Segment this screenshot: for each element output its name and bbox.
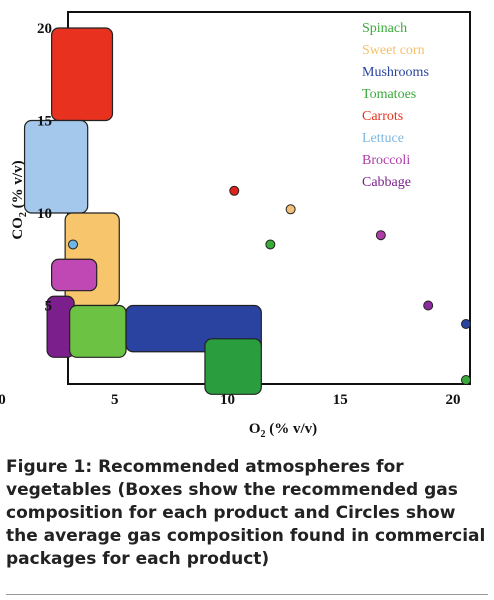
- point-sweet-corn: [285, 204, 296, 215]
- point-carrots: [229, 185, 240, 196]
- caption-divider: [6, 594, 488, 595]
- commercial-points: [68, 185, 471, 385]
- x-tick-label: 10: [220, 392, 235, 408]
- x-axis-title: O2 (% v/v): [249, 421, 317, 440]
- chart: 0 5 10 15 20 5 10 15 20 Spinach Sweet corn Mushroo…: [0, 11, 471, 440]
- y-tick-label: 15: [37, 114, 52, 130]
- x-tick-label: 5: [111, 392, 119, 408]
- y-tick-label: 10: [37, 206, 52, 222]
- x-tick-label: 20: [446, 392, 461, 408]
- box-spinach: [204, 338, 262, 395]
- legend-item-tomatoes: Tomatoes: [362, 87, 416, 102]
- legend-item-lettuce: Lettuce: [362, 131, 404, 146]
- x-tick-label: 15: [333, 392, 348, 408]
- point-tomatoes: [461, 375, 471, 385]
- box-tomatoes: [69, 304, 127, 358]
- point-mushrooms: [461, 319, 471, 329]
- legend: Spinach Sweet corn Mushrooms Tomatoes Carrot…: [362, 21, 429, 190]
- y-tick-label: 20: [37, 21, 52, 37]
- y-tick-label: 5: [45, 299, 53, 315]
- point-lettuce: [68, 239, 78, 250]
- point-cabbage: [423, 300, 434, 311]
- legend-item-cabbage: Cabbage: [362, 175, 411, 190]
- box-broccoli: [51, 258, 98, 292]
- legend-item-mushrooms: Mushrooms: [362, 65, 429, 80]
- box-carrots: [51, 27, 114, 122]
- point-spinach: [265, 239, 276, 250]
- axis-ticks: 0 5 10 15 20 5 10 15 20: [0, 21, 461, 408]
- recommended-boxes: [23, 27, 262, 395]
- x-tick-label: 0: [0, 392, 6, 408]
- y-axis-title: CO2 (% v/v): [10, 160, 29, 239]
- figure-caption: Figure 1: Recommended atmospheres for ve…: [6, 457, 486, 569]
- box-lettuce: [23, 119, 89, 214]
- legend-item-sweet-corn: Sweet corn: [362, 43, 425, 58]
- legend-item-broccoli: Broccoli: [362, 153, 410, 168]
- legend-item-carrots: Carrots: [362, 109, 403, 124]
- legend-item-spinach: Spinach: [362, 21, 407, 36]
- point-broccoli: [375, 230, 386, 241]
